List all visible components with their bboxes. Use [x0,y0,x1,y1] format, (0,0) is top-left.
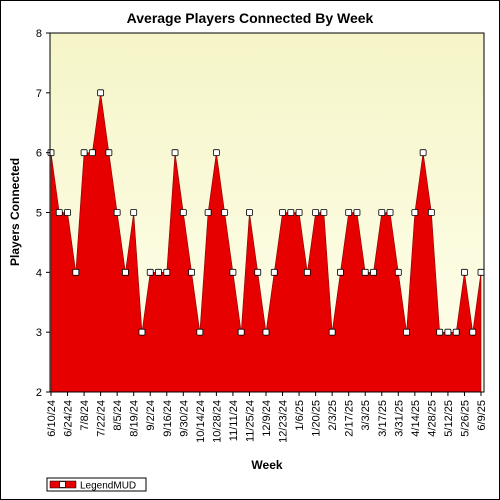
data-point [246,209,253,216]
data-point [212,149,220,157]
x-tick-label: 3/31/25 [393,400,405,437]
data-point [444,328,452,336]
data-point [411,209,419,216]
legend-marker [59,481,66,488]
y-tick-label: 5 [36,208,42,220]
y-axis-label: Players Connected [8,158,22,266]
data-point [403,328,410,336]
data-point [461,268,468,276]
data-point [469,328,477,336]
x-axis-label: Week [251,458,282,472]
data-point [146,268,154,276]
data-point [229,268,237,276]
x-tick-label: 10/28/24 [211,400,223,443]
data-point [452,328,460,336]
data-point [97,89,105,97]
data-point [80,149,88,157]
data-point [188,268,195,276]
x-tick-label: 6/10/24 [46,400,58,437]
data-point [328,328,336,336]
x-tick-label: 3/3/25 [360,400,372,431]
x-tick-label: 1/6/25 [294,400,306,431]
x-tick-label: 8/5/24 [112,400,124,431]
data-point [163,268,171,276]
data-point [196,328,204,336]
data-point [171,149,179,157]
x-tick-label: 9/30/24 [178,400,190,437]
data-point [427,209,435,216]
series-area [50,92,482,393]
legend-label: LegendMUD [80,481,136,492]
x-tick-label: 5/12/25 [443,400,455,437]
data-point [303,268,311,276]
x-tick-label: 7/22/24 [96,400,108,437]
data-point [262,328,270,336]
y-tick-label: 4 [36,267,42,279]
data-point [155,268,162,276]
data-point [113,209,121,216]
y-tick-label: 3 [36,327,42,339]
data-point [279,209,286,216]
data-point [287,209,295,216]
x-tick-label: 2/17/25 [344,400,356,437]
x-tick-label: 8/19/24 [129,400,141,437]
data-point [312,209,320,216]
data-point [130,209,138,216]
x-tick-label: 4/28/25 [426,400,438,437]
data-point [72,268,80,276]
y-tick-label: 8 [36,28,42,40]
x-tick-label: 3/17/25 [377,400,389,437]
chart-title: Average Players Connected By Week [127,10,374,26]
data-point [122,268,129,276]
x-tick-label: 4/14/25 [410,400,422,437]
data-point [295,209,303,216]
x-tick-label: 6/24/24 [63,400,75,437]
y-tick-label: 6 [36,148,42,160]
data-point [270,268,278,276]
x-tick-label: 12/23/24 [278,400,290,443]
x-tick-label: 9/2/24 [145,400,157,431]
data-point [477,268,485,276]
data-point [237,328,245,336]
y-tick-label: 7 [36,88,42,100]
data-point [370,268,377,276]
data-point [105,149,113,157]
x-tick-label: 11/11/24 [228,400,240,441]
data-point [64,209,71,216]
legend: LegendMUD [46,477,147,492]
data-point [221,209,229,216]
data-point [179,209,187,216]
y-tick-label: 2 [36,387,42,399]
data-point [254,268,262,276]
data-point [386,209,394,216]
x-tick-label: 6/9/25 [476,400,488,431]
data-point [55,209,63,216]
data-point [320,209,328,216]
data-point [345,209,353,216]
data-point [138,328,146,336]
data-point [88,149,96,157]
data-point [361,268,369,276]
x-tick-label: 1/20/25 [311,400,323,437]
x-tick-label: 5/26/25 [459,400,471,437]
x-tick-label: 2/3/25 [327,400,339,431]
data-point [394,268,402,276]
x-tick-label: 11/25/24 [244,400,256,442]
data-point [378,209,386,216]
x-tick-label: 9/16/24 [162,400,174,437]
data-point [353,209,361,216]
x-tick-label: 7/8/24 [79,400,91,431]
data-point [204,209,212,216]
data-point [337,268,344,276]
x-tick-label: 12/9/24 [261,400,273,437]
x-tick-label: 10/14/24 [195,400,207,443]
data-point [419,149,427,157]
data-point [436,328,444,336]
